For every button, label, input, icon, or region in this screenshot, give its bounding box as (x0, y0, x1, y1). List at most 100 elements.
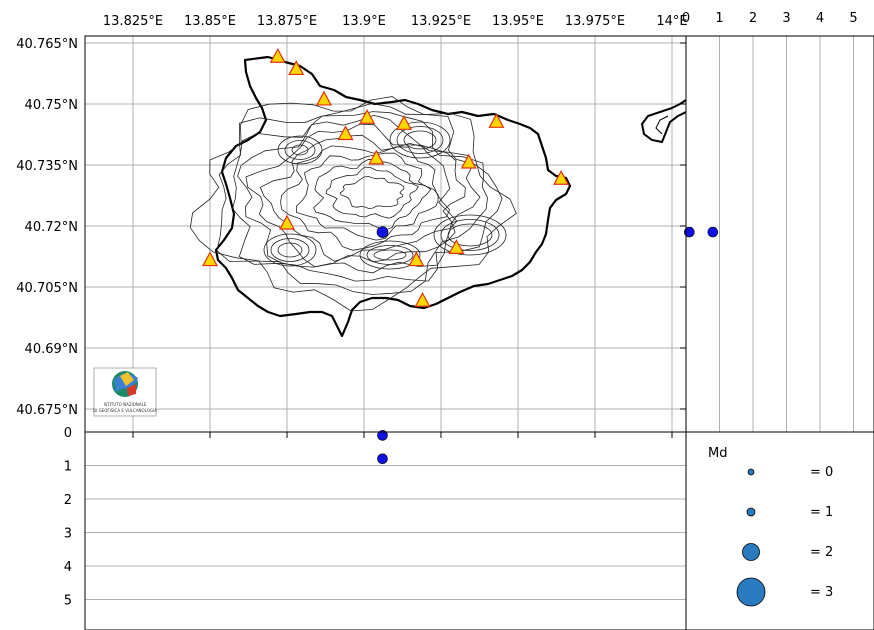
station-marker (460, 153, 477, 169)
coastline-islet-inner (655, 115, 669, 135)
station-marker (201, 251, 219, 267)
contour-line-local (366, 245, 414, 265)
ingv-logo: ISTITUTO NAZIONALE DI GEOFISICA E VULCAN… (93, 367, 157, 417)
legend-circle (746, 507, 756, 517)
station-marker (396, 115, 413, 130)
station-marker (553, 169, 570, 185)
bottom-depth-tick: 5 (64, 594, 72, 609)
bottom-depth-tick: 4 (64, 560, 72, 575)
right-depth-tick: 4 (816, 11, 824, 26)
lat-tick-label: 40.72°N (25, 220, 78, 235)
legend-items: = 0 = 1 = 2 = 3 (736, 465, 833, 607)
legend-label: = 0 (810, 465, 833, 480)
bottom-depth-tick: 2 (64, 493, 72, 508)
earthquake-events-depth-lon (684, 226, 719, 238)
contour-line-local (447, 223, 493, 247)
depth-profile-right: 0 1 2 3 4 5 (680, 11, 874, 433)
right-depth-tick: 2 (749, 11, 757, 26)
legend-title: Md (708, 446, 727, 461)
lon-tick-label: 13.825°E (103, 14, 163, 29)
station-marker (269, 47, 286, 63)
event-marker-right (707, 226, 719, 238)
longitude-tick-labels: 13.825°E 13.85°E 13.875°E 13.9°E 13.925°E 13.… (103, 14, 688, 29)
contour-line-local (263, 233, 317, 267)
station-marker (408, 251, 425, 267)
event-marker-map (376, 226, 389, 238)
contour-line (325, 166, 419, 219)
lat-tick-label: 40.735°N (16, 159, 78, 174)
lat-tick-label: 40.705°N (16, 281, 78, 296)
legend-label: = 3 (810, 585, 833, 600)
bottom-depth-tick: 0 (64, 426, 72, 441)
logo-text: ISTITUTO NAZIONALE (104, 402, 147, 407)
lon-tick-label: 13.975°E (565, 14, 625, 29)
lon-tick-label: 13.9°E (342, 14, 386, 29)
bottom-depth-tick-labels: 0 1 2 3 4 5 (64, 426, 72, 609)
station-marker (359, 108, 376, 124)
right-depth-tick-labels: 0 1 2 3 4 5 (682, 11, 858, 26)
contour-line-local (359, 240, 421, 270)
coastline-islet (640, 99, 687, 144)
latitude-tick-labels: 40.765°N 40.75°N 40.735°N 40.72°N 40.705°N 40… (16, 37, 78, 418)
contour-line (280, 145, 451, 251)
right-depth-tick: 3 (782, 11, 790, 26)
lat-tick-label: 40.675°N (16, 403, 78, 418)
contour-line (237, 114, 481, 274)
contour-line-local (403, 130, 437, 150)
magnitude-legend: Md = 0 = 1 = 2 = 3 (685, 431, 874, 630)
legend-circle (747, 468, 755, 476)
contour-line (259, 134, 458, 262)
contour-line-local (433, 214, 507, 256)
seismic-stations (201, 47, 570, 307)
right-depth-tick: 1 (715, 11, 723, 26)
contour-line-local (277, 135, 323, 165)
topographic-contours (189, 96, 517, 312)
legend-frame (685, 431, 874, 630)
earthquake-events-map (376, 226, 389, 238)
event-marker-bottom (377, 430, 388, 441)
contour-line-local (373, 249, 407, 261)
contour-line-local (440, 219, 500, 251)
logo-text-2: DI GEOFISICA E VULCANOLOGIA (93, 408, 157, 413)
legend-circle (736, 577, 766, 607)
station-marker (488, 113, 505, 128)
contour-line (295, 152, 439, 241)
contour-line-local (270, 238, 310, 262)
map-panel: 13.825°E 13.85°E 13.875°E 13.9°E 13.925°E 13.… (16, 14, 688, 433)
lat-tick-label: 40.69°N (25, 342, 78, 357)
depth-profile-bottom: 0 1 2 3 4 5 (64, 426, 687, 630)
legend-circle (742, 543, 760, 561)
lon-tick-label: 13.875°E (257, 14, 317, 29)
contour-line-local (389, 121, 451, 159)
station-marker (288, 60, 305, 76)
contour-line-local (396, 126, 444, 154)
right-depth-tick: 5 (849, 11, 857, 26)
contour-line-local (277, 242, 303, 258)
coastline-main (214, 55, 572, 338)
contour-line (339, 176, 405, 210)
station-marker (368, 149, 385, 165)
station-marker (448, 239, 465, 254)
bottom-depth-tick: 3 (64, 527, 72, 542)
bottom-depth-tick: 1 (64, 460, 72, 475)
right-panel-grid (680, 36, 854, 432)
lat-tick-label: 40.765°N (16, 37, 78, 52)
lon-tick-label: 14°E (656, 14, 687, 29)
contour-line-local (284, 140, 316, 160)
lon-tick-label: 13.925°E (411, 14, 471, 29)
contour-line (232, 111, 488, 282)
lon-tick-label: 13.95°E (492, 14, 544, 29)
station-marker (278, 214, 296, 230)
right-depth-tick: 0 (682, 11, 690, 26)
event-marker-right (684, 226, 695, 238)
contour-line (313, 158, 432, 231)
lat-tick-label: 40.75°N (25, 98, 78, 113)
lon-tick-label: 13.85°E (184, 14, 236, 29)
legend-label: = 2 (810, 545, 833, 560)
station-marker (315, 90, 332, 106)
ischia-coastline (214, 55, 687, 338)
legend-label: = 1 (810, 505, 833, 520)
contour-line-local (291, 144, 309, 156)
station-marker (414, 291, 431, 307)
